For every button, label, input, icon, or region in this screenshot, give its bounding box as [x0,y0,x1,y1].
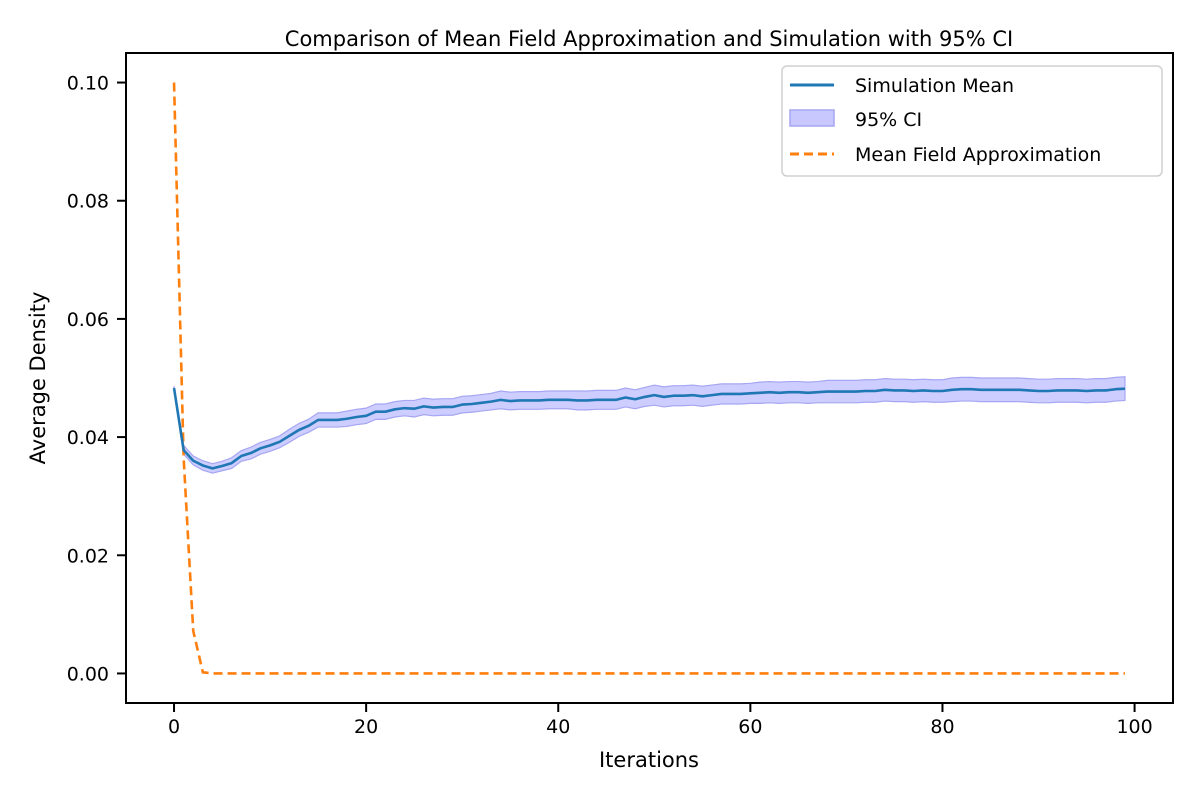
legend-label-simulation-mean: Simulation Mean [855,75,1014,97]
plot-area [172,82,1126,675]
ci-band-layer [173,376,1126,474]
y-tick-label: 0.08 [67,191,109,213]
x-axis-title: Iterations [599,748,699,772]
x-tick-label: 100 [1116,716,1152,738]
y-axis-ticks: 0.00 0.02 0.04 0.06 0.08 0.10 [67,73,126,685]
y-axis-title: Average Density [26,292,50,465]
x-tick-label: 20 [354,716,378,738]
y-tick-label: 0.00 [67,663,109,685]
y-tick-label: 0.02 [67,545,109,567]
chart-title: Comparison of Mean Field Approximation a… [285,27,1013,51]
series-ci-band [173,376,1126,474]
x-axis-ticks: 0 20 40 60 80 100 [168,703,1153,738]
legend: Simulation Mean 95% CI Mean Field Approx… [781,65,1163,177]
y-tick-label: 0.06 [67,309,109,331]
x-tick-label: 60 [738,716,762,738]
x-tick-label: 80 [930,716,954,738]
plot-frame [125,52,1174,704]
legend-label-mean-field: Mean Field Approximation [855,144,1101,166]
x-tick-label: 0 [168,716,180,738]
series-line-simulation-mean [172,387,1126,470]
series-line-mean-field [172,82,1125,675]
x-tick-label: 40 [546,716,570,738]
y-tick-label: 0.10 [67,73,109,95]
series-lines-layer [172,82,1126,675]
legend-swatch-ci [789,109,835,127]
legend-box [781,65,1163,177]
legend-label-ci: 95% CI [855,109,922,131]
y-tick-label: 0.04 [67,427,109,449]
